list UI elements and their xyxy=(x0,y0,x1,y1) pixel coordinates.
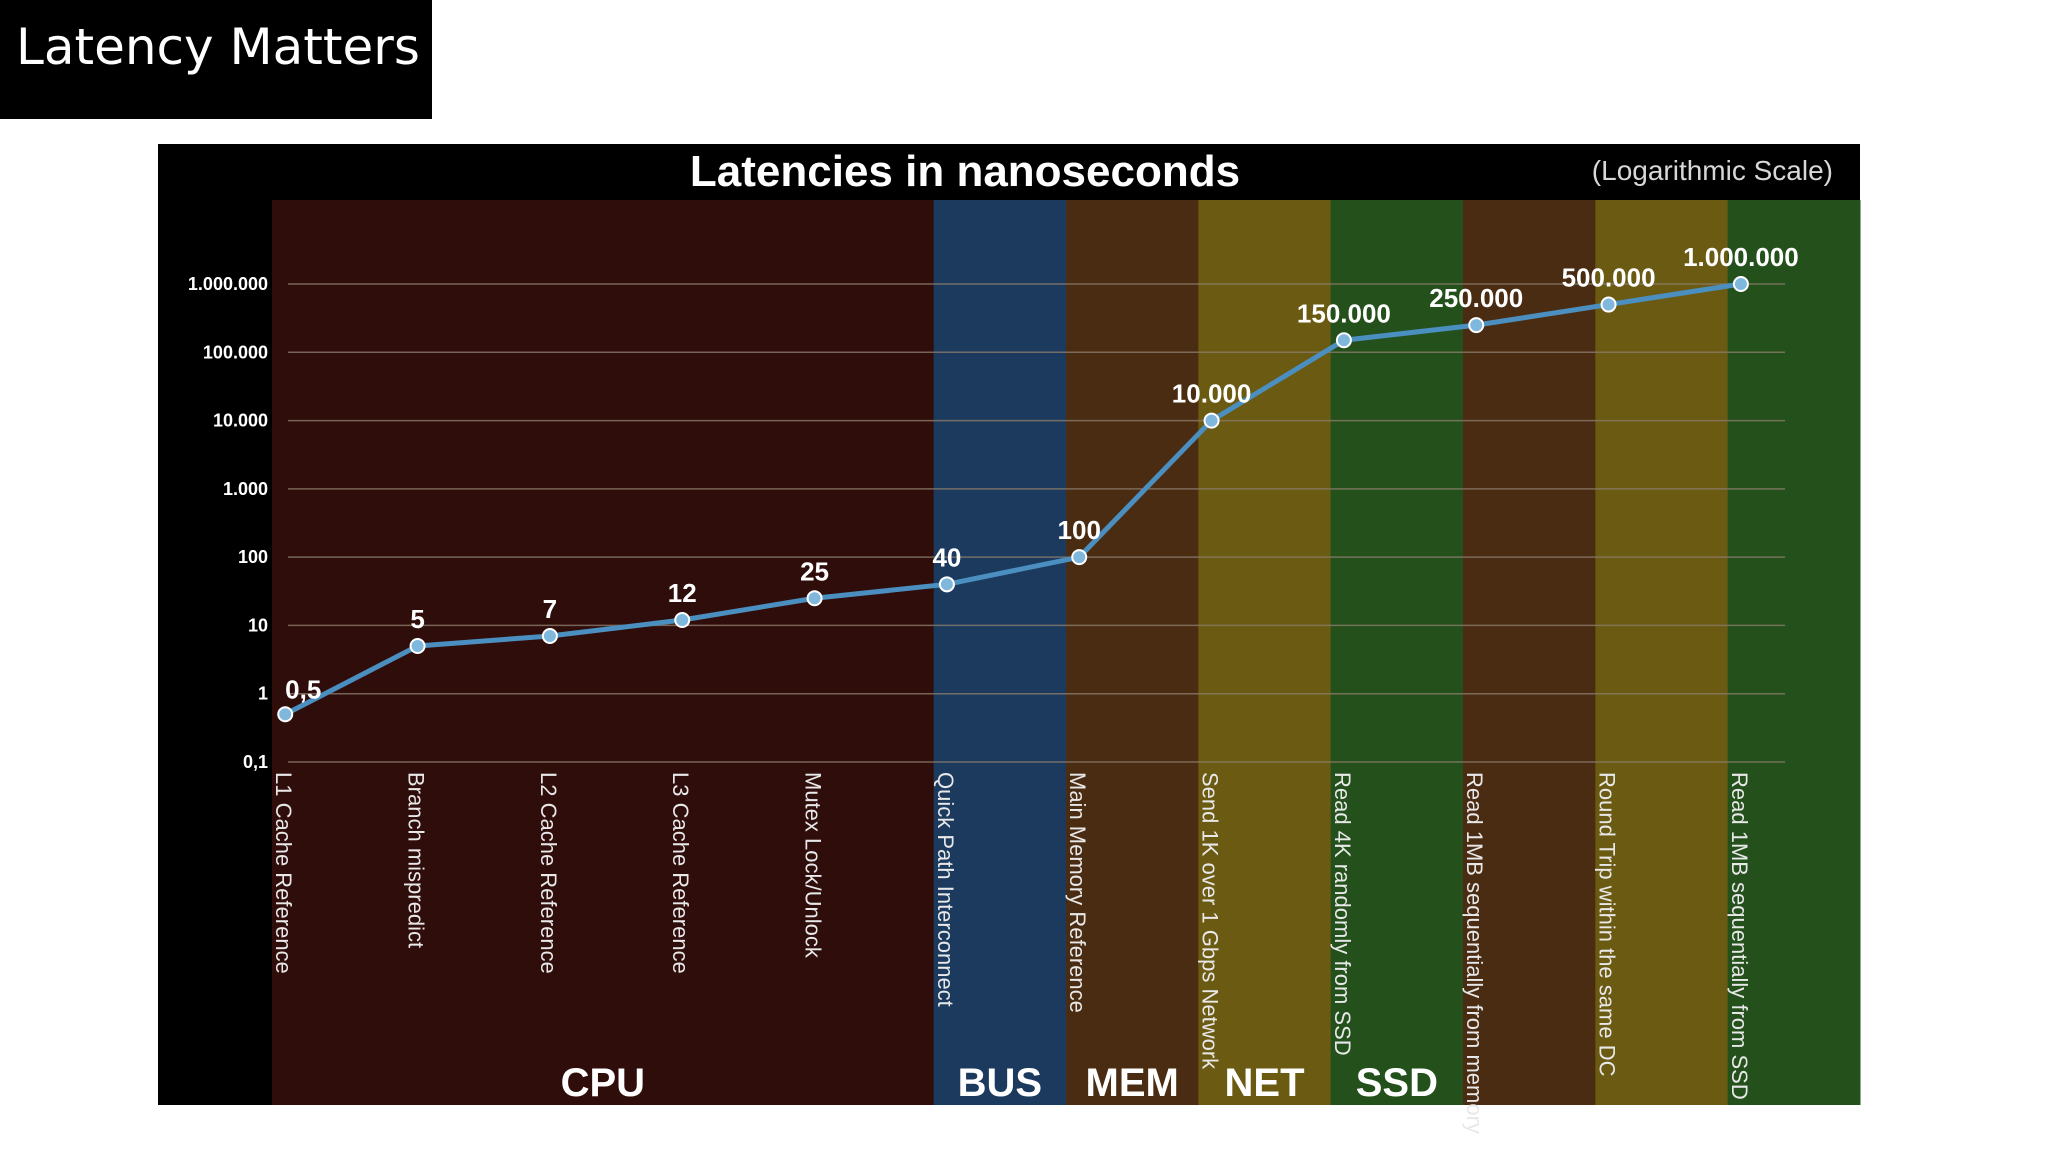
group-labels: CPU BUS MEM NET SSD xyxy=(561,1061,1438,1105)
column-band xyxy=(536,200,670,1105)
column-band xyxy=(1066,200,1199,1105)
group-label: SSD xyxy=(1356,1061,1438,1105)
data-label: 10.000 xyxy=(1172,379,1252,409)
series-line xyxy=(284,281,1742,717)
data-labels: 0,5 5 7 12 25 40 100 10.000 150.000 250.000 500.00… xyxy=(285,242,1799,704)
data-point xyxy=(541,628,558,645)
column-band xyxy=(801,200,935,1105)
y-tick-label: 1 xyxy=(258,684,268,704)
data-label: 0,5 xyxy=(285,674,321,704)
data-point xyxy=(1071,549,1088,566)
y-tick-label: 0,1 xyxy=(243,752,268,772)
y-tick-label: 10 xyxy=(248,615,268,635)
x-axis-labels: L1 Cache Reference Branch mispredict L2 Ca… xyxy=(271,772,1752,1134)
group-label: BUS xyxy=(958,1061,1042,1105)
gridlines xyxy=(288,283,1785,763)
x-tick-label: Read 1MB sequentially from SSD xyxy=(1727,772,1752,1100)
y-tick-label: 100.000 xyxy=(203,342,268,362)
column-band xyxy=(404,200,538,1105)
y-tick-label: 1.000 xyxy=(223,479,268,499)
column-band xyxy=(933,200,1067,1105)
data-point xyxy=(938,576,955,593)
column-band xyxy=(1330,200,1464,1105)
x-tick-label: Send 1K over 1 Gbps Network xyxy=(1198,772,1223,1070)
data-point xyxy=(409,637,426,654)
data-point xyxy=(1732,276,1749,292)
x-tick-label: Round Trip within the same DC xyxy=(1595,772,1620,1077)
data-label: 250.000 xyxy=(1429,283,1523,313)
slide-title-box: Latency Matters xyxy=(0,0,432,119)
y-tick-label: 10.000 xyxy=(213,411,268,431)
column-band xyxy=(1463,200,1596,1105)
group-label: MEM xyxy=(1086,1061,1179,1105)
data-point xyxy=(674,612,691,629)
chart-title: Latencies in nanoseconds xyxy=(690,147,1240,196)
data-label: 5 xyxy=(410,604,424,634)
x-tick-label: Read 4K randomly from SSD xyxy=(1330,772,1355,1056)
x-tick-label: Mutex Lock/Unlock xyxy=(801,772,826,959)
data-label: 40 xyxy=(932,542,961,572)
column-band xyxy=(1595,200,1729,1105)
x-tick-label: Quick Path Interconnect xyxy=(933,772,958,1007)
column-band xyxy=(1198,200,1332,1105)
x-tick-label: Main Memory Reference xyxy=(1065,772,1090,1013)
slide-title: Latency Matters xyxy=(16,18,420,76)
x-tick-label: L1 Cache Reference xyxy=(271,772,296,974)
data-point xyxy=(277,706,294,723)
data-label: 100 xyxy=(1058,515,1101,545)
data-label: 12 xyxy=(668,578,697,608)
data-label: 500.000 xyxy=(1562,263,1656,293)
group-label: NET xyxy=(1225,1061,1305,1105)
column-band xyxy=(669,200,802,1105)
data-points xyxy=(277,276,1749,723)
group-label: CPU xyxy=(561,1061,645,1105)
data-point xyxy=(1203,412,1220,429)
data-label: 150.000 xyxy=(1297,298,1391,328)
x-tick-label: Read 1MB sequentially from memory xyxy=(1462,772,1487,1134)
x-tick-label: L3 Cache Reference xyxy=(668,772,693,974)
data-point xyxy=(1468,317,1485,334)
data-point xyxy=(806,590,823,607)
x-tick-label: Branch mispredict xyxy=(404,772,429,948)
data-point xyxy=(1600,296,1617,313)
data-point xyxy=(1335,332,1352,349)
column-band xyxy=(272,200,405,1105)
data-label: 1.000.000 xyxy=(1683,242,1799,272)
x-tick-label: L2 Cache Reference xyxy=(536,772,561,974)
data-label: 25 xyxy=(800,556,829,586)
data-label: 7 xyxy=(543,594,557,624)
column-bands xyxy=(272,200,1861,1105)
column-band xyxy=(1727,200,1861,1105)
y-axis-ticks: 0,1 1 10 100 1.000 10.000 100.000 1.000.000 xyxy=(188,274,268,772)
chart-subtitle: (Logarithmic Scale) xyxy=(1592,155,1833,186)
y-tick-label: 100 xyxy=(238,547,268,567)
y-tick-label: 1.000.000 xyxy=(188,274,268,294)
